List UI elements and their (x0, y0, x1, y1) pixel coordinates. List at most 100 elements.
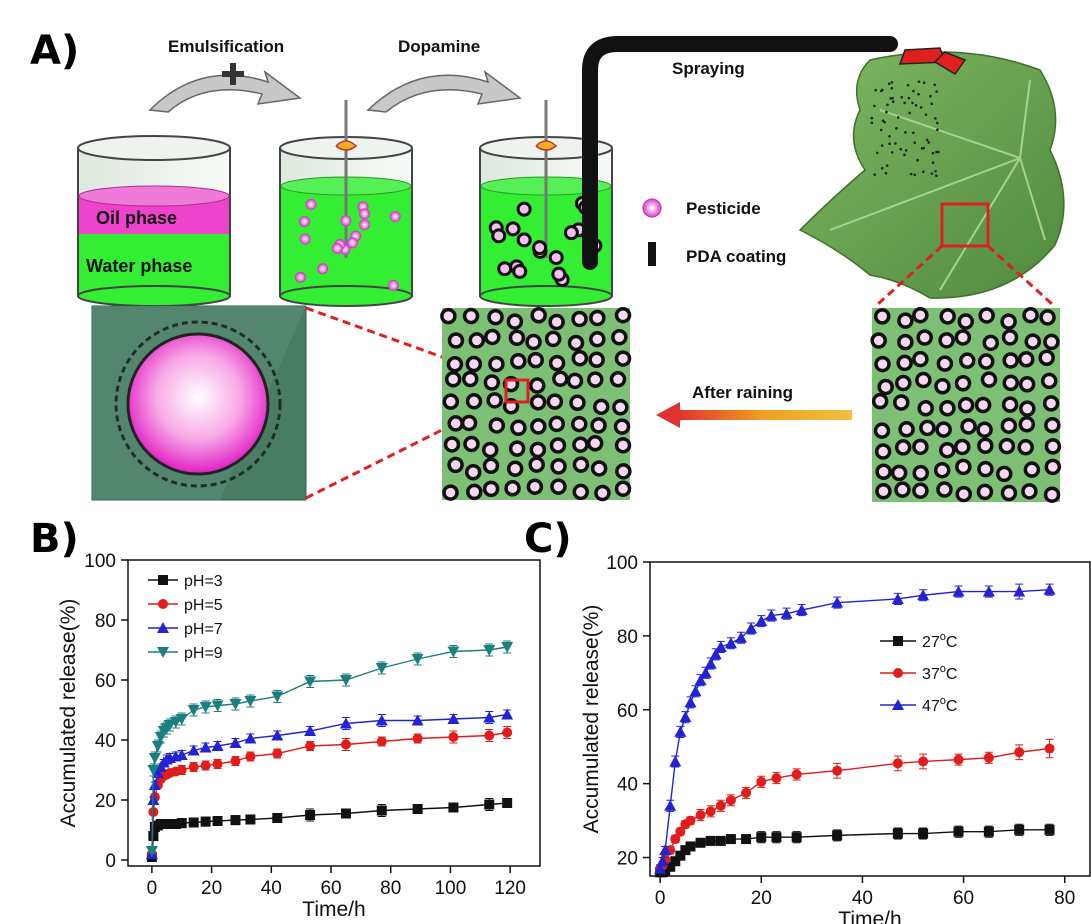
panel-label-b: B) (30, 516, 79, 562)
data-point (175, 714, 188, 725)
data-point (656, 855, 669, 867)
legend-marker (158, 575, 168, 585)
legend-label: 37oC (922, 663, 957, 683)
legend-entry: 47oC (880, 695, 957, 715)
data-point (412, 733, 423, 744)
data-point (411, 654, 424, 665)
data-point (271, 691, 284, 703)
data-point (340, 739, 351, 750)
data-point (502, 798, 513, 808)
oil-phase-label: Oil phase (96, 208, 177, 228)
data-point (715, 800, 726, 811)
data-point (304, 676, 317, 688)
data-point (832, 765, 843, 776)
legend-label: 47oC (922, 695, 957, 715)
y-tick-label: 80 (617, 627, 638, 648)
data-point (679, 711, 692, 723)
water-phase-label: Water phase (86, 256, 192, 276)
data-point (664, 799, 677, 811)
data-point (982, 585, 995, 597)
series-3 (145, 640, 514, 857)
series-line (659, 589, 1050, 869)
series-1 (146, 726, 513, 859)
data-point (917, 589, 930, 601)
data-point (694, 674, 707, 686)
data-point (339, 717, 352, 729)
pda-legend-icon (648, 242, 656, 266)
dopamine-arrow-icon (366, 70, 522, 113)
x-axis-label: Time/h (302, 898, 365, 921)
nozzle-icon (933, 51, 967, 75)
data-point (695, 837, 706, 848)
data-point (200, 816, 211, 827)
data-point (831, 596, 844, 608)
data-point (1013, 585, 1026, 597)
data-point (502, 727, 513, 738)
legend-marker (157, 647, 169, 658)
x-tick-label: 20 (751, 888, 772, 909)
emulsification-label: Emulsification (168, 37, 284, 56)
data-point (148, 779, 161, 790)
legend-marker (893, 636, 903, 646)
pda-legend-label: PDA coating (686, 247, 786, 266)
data-point (660, 865, 671, 876)
data-point (765, 609, 778, 621)
data-point (741, 834, 752, 845)
data-point (705, 806, 716, 817)
legend-label: pH=5 (184, 597, 223, 614)
data-point (483, 711, 496, 723)
data-point (756, 776, 767, 787)
data-point (1014, 747, 1025, 758)
x-tick-label: 80 (380, 878, 401, 899)
data-point (147, 765, 160, 776)
data-point (918, 828, 929, 839)
pesticide-legend-icon (642, 198, 662, 218)
y-tick-label: 60 (617, 701, 638, 722)
x-tick-label: 120 (494, 878, 526, 899)
data-point (1043, 583, 1056, 595)
data-point (675, 826, 686, 837)
x-tick-label: 0 (147, 878, 158, 899)
data-point (892, 828, 903, 839)
spray-pipe (582, 36, 898, 270)
legend-entry: 27oC (880, 631, 957, 651)
data-point (1014, 824, 1025, 835)
data-point (169, 717, 182, 728)
data-point (212, 759, 223, 769)
data-point (304, 725, 317, 736)
data-point (685, 841, 696, 852)
data-point (791, 769, 802, 780)
data-point (272, 748, 283, 759)
after-raining-arrow-icon (656, 402, 852, 428)
data-point (175, 749, 188, 760)
data-point (211, 700, 224, 712)
data-point (918, 756, 929, 767)
panel-label-c: C) (524, 516, 572, 562)
data-point (448, 732, 459, 742)
y-tick-label: 20 (617, 849, 638, 870)
data-point (340, 808, 351, 819)
leaf-surface-before-rain (440, 306, 632, 502)
y-axis-label: Accumulated release(%) (580, 605, 603, 834)
data-point (271, 729, 284, 741)
beaker-emulsion (279, 100, 413, 307)
data-point (771, 773, 782, 784)
x-tick-label: 100 (435, 878, 467, 899)
data-point (245, 751, 256, 762)
legend-label: pH=3 (184, 573, 223, 590)
data-point (724, 637, 737, 649)
x-tick-label: 20 (201, 878, 222, 899)
data-point (795, 604, 808, 616)
data-point (447, 646, 460, 658)
data-point (670, 856, 681, 867)
plot-frame (649, 561, 1091, 877)
data-point (685, 815, 696, 826)
data-point (891, 592, 904, 604)
data-point (654, 862, 667, 874)
data-point (148, 831, 159, 841)
y-tick-label: 40 (617, 775, 638, 796)
data-point (230, 756, 241, 766)
plot-frame (127, 559, 541, 867)
data-point (176, 765, 187, 775)
data-point (501, 708, 514, 720)
